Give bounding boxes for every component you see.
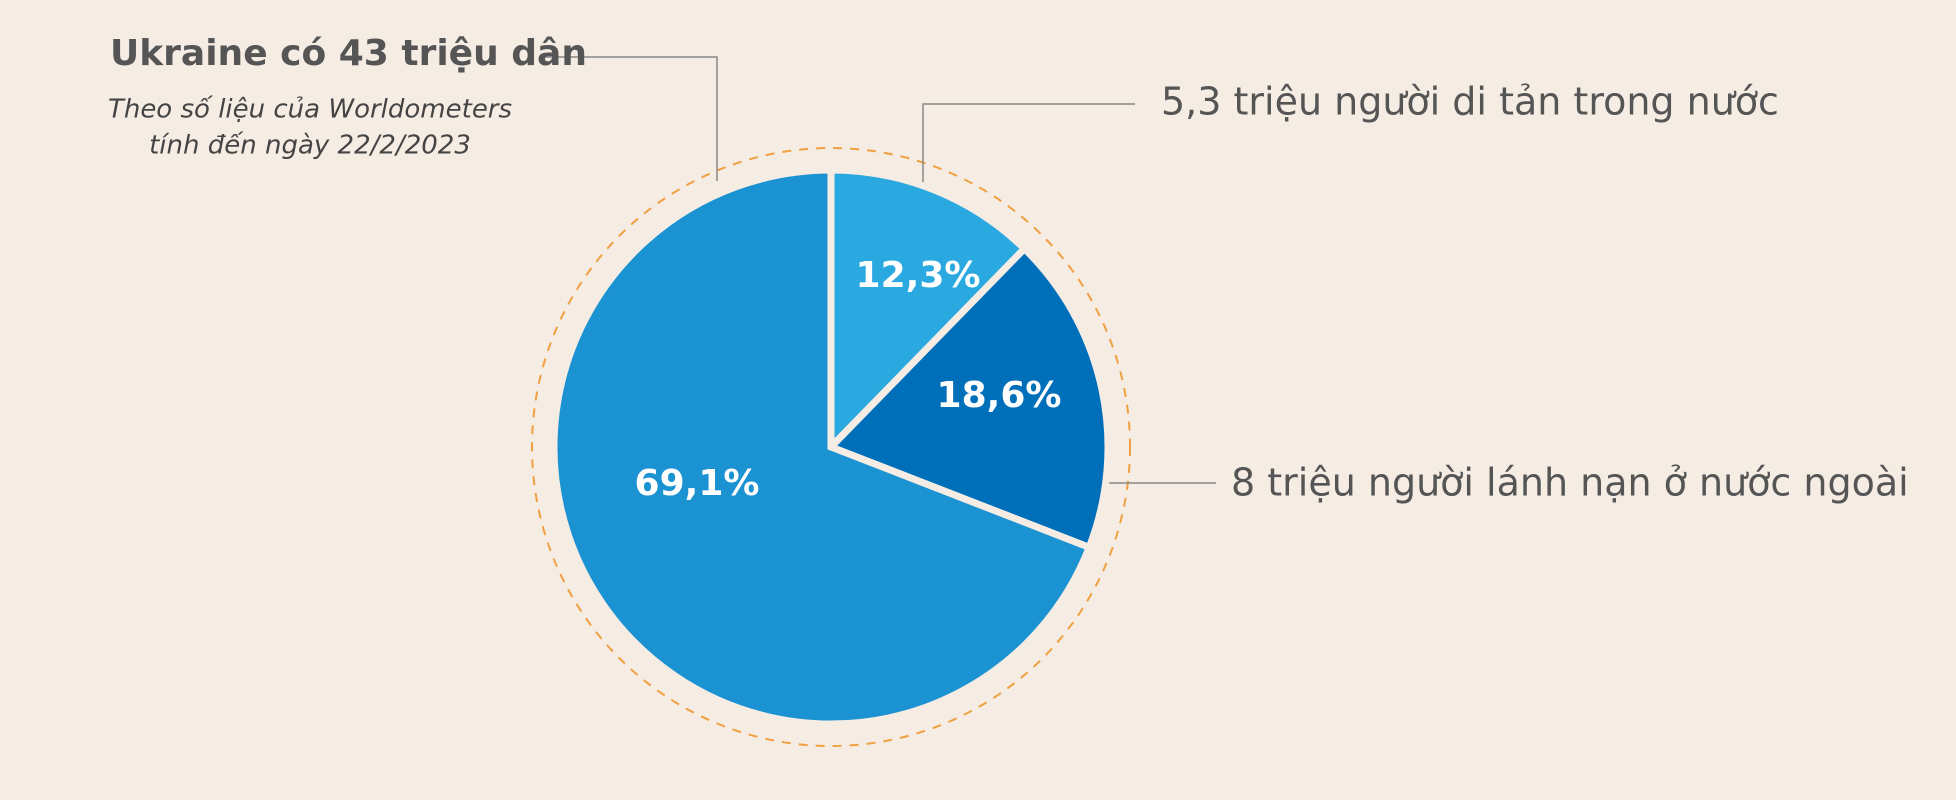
pie-slice <box>550 166 1094 728</box>
slice-label: 18,6% <box>937 375 1062 416</box>
title-leader <box>545 56 718 181</box>
outline-ring <box>531 147 1131 747</box>
chart-subtitle: tính đến ngày 22/2/2023 <box>149 131 471 161</box>
chart-title: Ukraine có 43 triệu dân <box>110 33 587 74</box>
pie <box>550 166 1112 728</box>
category-label: 8 triệu người lánh nạn ở nước ngoài <box>1231 461 1909 505</box>
pie-slice <box>827 166 1030 456</box>
slice-label: 12,3% <box>856 255 981 296</box>
chart-subtitle: Theo số liệu của Worldometers <box>108 95 512 125</box>
category-label: 5,3 triệu người di tản trong nước <box>1161 80 1779 124</box>
slice-label: 69,1% <box>635 463 760 504</box>
